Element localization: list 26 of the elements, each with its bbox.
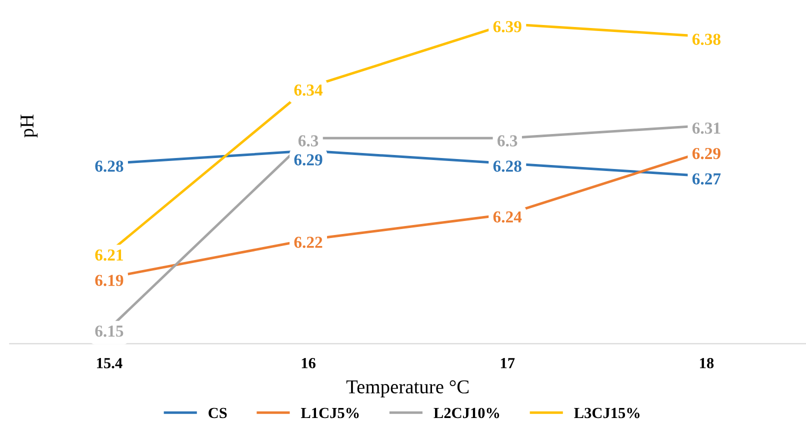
- data-label: 6.29: [692, 148, 720, 160]
- x-tick-label: 15.4: [97, 358, 122, 368]
- x-axis-title: Temperature °C: [346, 380, 469, 398]
- data-label: 6.19: [95, 274, 124, 286]
- data-label: 6.15: [95, 326, 124, 337]
- y-axis-title: pH: [20, 114, 38, 138]
- x-tick-label: 17: [500, 358, 515, 368]
- data-label: 6.3: [298, 135, 318, 147]
- data-label: 6.39: [493, 21, 522, 32]
- data-label: 6.28: [95, 160, 124, 172]
- legend-label: L2CJ10%: [434, 408, 500, 418]
- data-label: 6.22: [294, 236, 322, 248]
- data-label: 6.38: [692, 34, 720, 46]
- data-label: 6.34: [294, 84, 323, 96]
- data-label: 6.3: [498, 135, 518, 147]
- data-label: 6.24: [493, 211, 522, 223]
- data-label: 6.31: [692, 122, 720, 134]
- data-label: 6.21: [95, 249, 123, 261]
- legend-label: CS: [208, 408, 227, 418]
- x-tick-label: 18: [700, 358, 714, 368]
- data-label: 6.27: [692, 173, 721, 185]
- legend-label: L3CJ15%: [574, 408, 640, 418]
- x-tick-label: 16: [302, 358, 316, 368]
- legend-label: L1CJ5%: [300, 408, 359, 418]
- data-label: 6.28: [493, 160, 522, 172]
- data-label: 6.29: [294, 154, 322, 166]
